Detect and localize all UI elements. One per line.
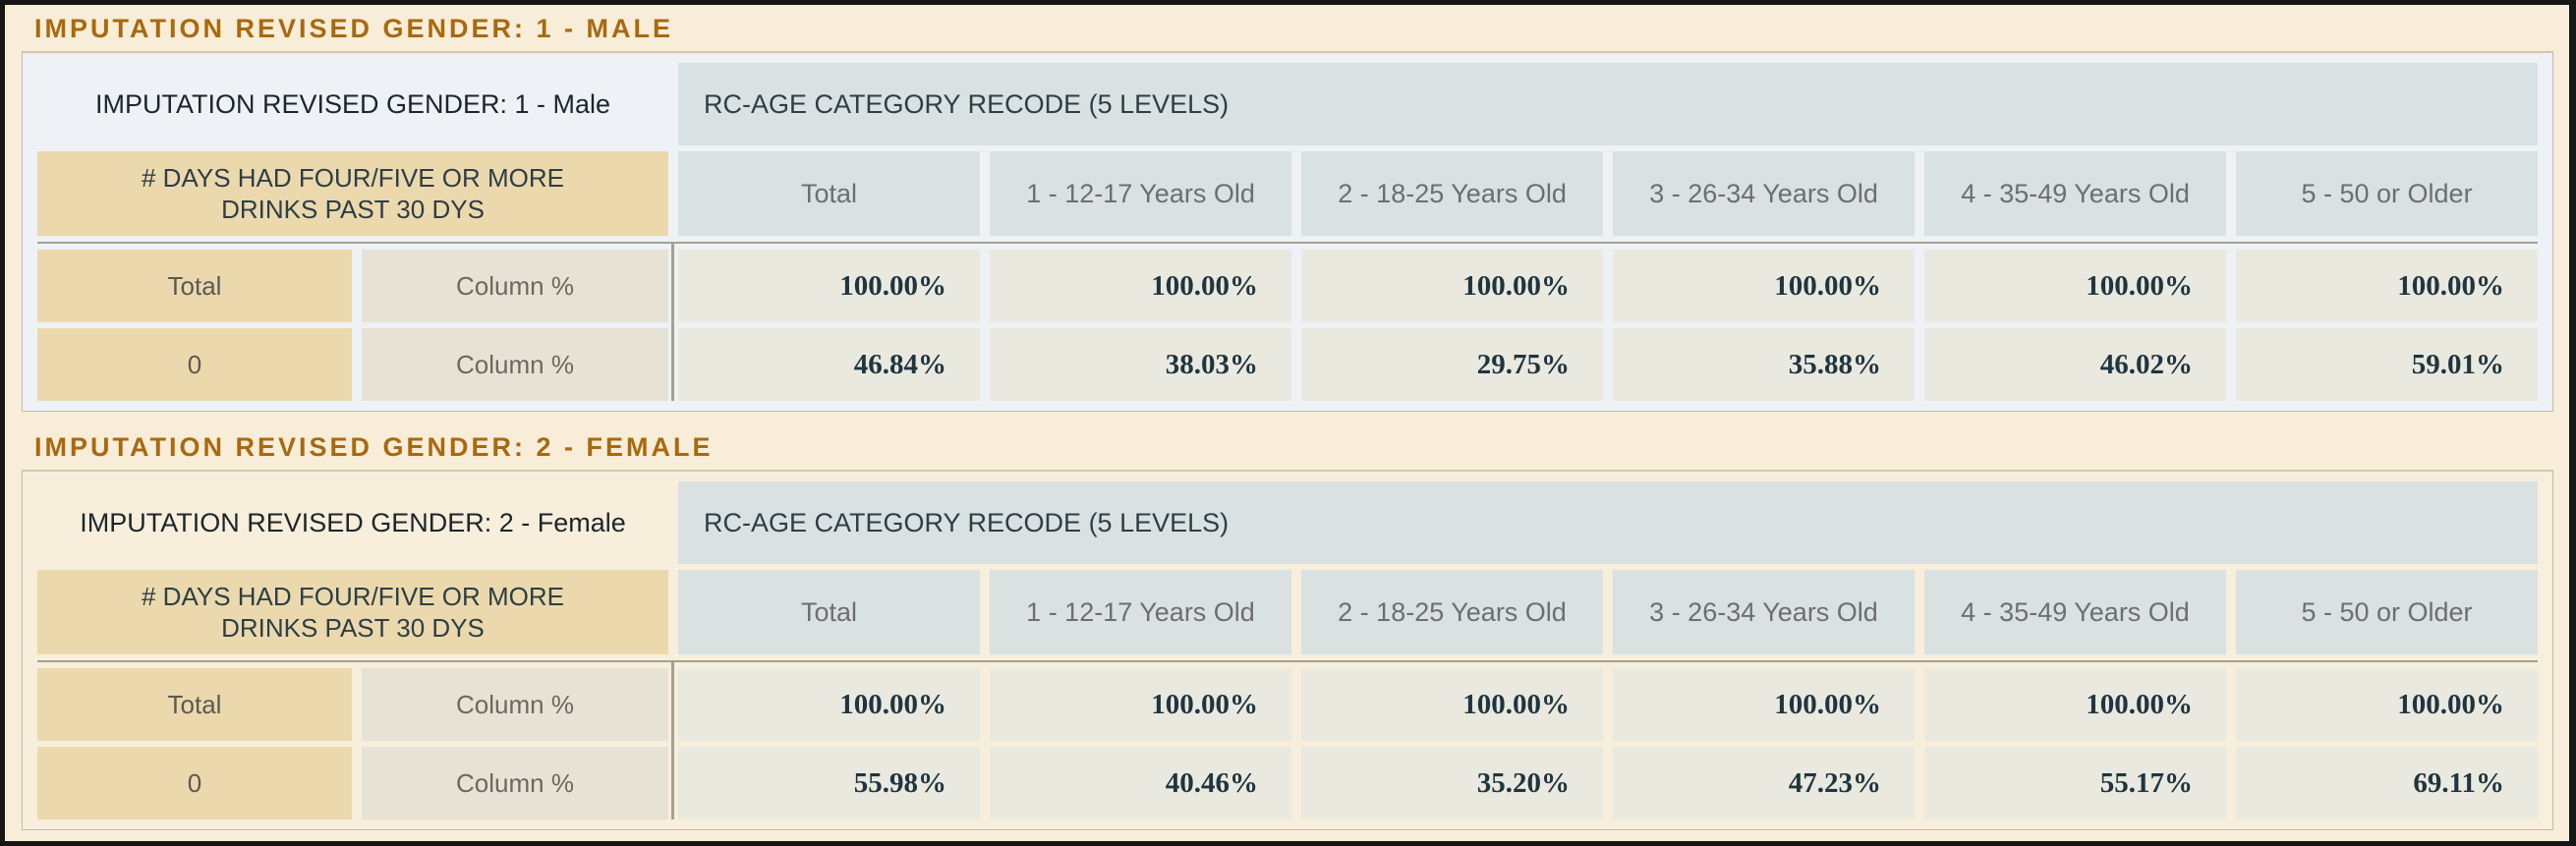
value-cell: 38.03% (990, 328, 1292, 401)
column-header-age2: 2 - 18-25 Years Old (1301, 151, 1604, 236)
column-header-age1: 1 - 12-17 Years Old (990, 570, 1291, 654)
value-cell: 100.00% (1301, 668, 1603, 741)
table-row-0: 0 Column % 55.98% 40.46% 35.20% 47.23% 5… (37, 747, 2539, 819)
crosstab-panel-male: IMPUTATION REVISED GENDER: 1 - Male RC-A… (22, 51, 2553, 412)
column-header-age4: 4 - 35-49 Years Old (1924, 570, 2226, 654)
value-cell: 55.98% (678, 747, 980, 819)
value-cell: 100.00% (1924, 250, 2227, 322)
value-cell: 100.00% (1301, 250, 1604, 322)
stub-variable-label: # DAYS HAD FOUR/FIVE OR MORE DRINKS PAST… (37, 151, 669, 236)
table-row-0: 0 Column % 46.84% 38.03% 29.75% 35.88% 4… (37, 328, 2539, 401)
section-gender-female: IMPUTATION REVISED GENDER: 2 - FEMALE IM… (5, 432, 2569, 830)
section-gender-male: IMPUTATION REVISED GENDER: 1 - MALE IMPU… (5, 14, 2569, 412)
value-cell: 46.02% (1924, 328, 2227, 401)
value-cell: 100.00% (678, 250, 981, 322)
column-header-age3: 3 - 26-34 Years Old (1613, 570, 1915, 654)
column-header-age5: 5 - 50 or Older (2236, 151, 2539, 236)
value-cell: 69.11% (2236, 747, 2539, 819)
column-header-age3: 3 - 26-34 Years Old (1613, 151, 1916, 236)
stat-label-cell: Column % (362, 668, 668, 741)
crosstab-panel-female: IMPUTATION REVISED GENDER: 2 - Female RC… (22, 470, 2553, 830)
column-header-age4: 4 - 35-49 Years Old (1924, 151, 2227, 236)
column-header-age5: 5 - 50 or Older (2236, 570, 2539, 654)
value-cell: 100.00% (1613, 250, 1916, 322)
row-label-cell: 0 (37, 328, 352, 401)
section-heading: IMPUTATION REVISED GENDER: 2 - FEMALE (34, 432, 714, 462)
value-cell: 46.84% (678, 328, 981, 401)
column-header-total: Total (678, 570, 980, 654)
value-cell: 47.23% (1613, 747, 1915, 819)
crosstab-table: IMPUTATION REVISED GENDER: 1 - Male RC-A… (28, 57, 2547, 407)
value-cell: 29.75% (1301, 328, 1604, 401)
value-cell: 40.46% (990, 747, 1291, 819)
value-cell: 100.00% (2236, 250, 2539, 322)
stub-variable-label: # DAYS HAD FOUR/FIVE OR MORE DRINKS PAST… (37, 570, 668, 654)
section-heading: IMPUTATION REVISED GENDER: 1 - MALE (34, 14, 674, 43)
stub-divider-line (671, 242, 674, 401)
column-variable-label: RC-AGE CATEGORY RECODE (5 LEVELS) (678, 63, 2539, 145)
value-cell: 100.00% (990, 250, 1292, 322)
header-rule (37, 660, 2539, 662)
row-variable-label: IMPUTATION REVISED GENDER: 2 - Female (80, 507, 626, 537)
value-cell: 55.17% (1924, 747, 2226, 819)
value-cell: 35.20% (1301, 747, 1603, 819)
column-header-age2: 2 - 18-25 Years Old (1301, 570, 1603, 654)
table-row-total: Total Column % 100.00% 100.00% 100.00% 1… (37, 250, 2539, 322)
stub-divider-line (671, 660, 674, 819)
value-cell: 100.00% (990, 668, 1291, 741)
row-label-cell: Total (37, 250, 352, 322)
table-row-total: Total Column % 100.00% 100.00% 100.00% 1… (37, 668, 2539, 741)
column-header-total: Total (678, 151, 981, 236)
value-cell: 100.00% (1924, 668, 2226, 741)
stat-label-cell: Column % (362, 328, 669, 401)
value-cell: 100.00% (2236, 668, 2539, 741)
value-cell: 100.00% (1613, 668, 1915, 741)
row-label-cell: Total (37, 668, 352, 741)
stat-label-cell: Column % (362, 747, 668, 819)
stat-label-cell: Column % (362, 250, 669, 322)
value-cell: 59.01% (2236, 328, 2539, 401)
row-variable-label: IMPUTATION REVISED GENDER: 1 - Male (94, 88, 611, 119)
value-cell: 35.88% (1613, 328, 1916, 401)
row-label-cell: 0 (37, 747, 352, 819)
header-rule (37, 242, 2539, 244)
column-variable-label: RC-AGE CATEGORY RECODE (5 LEVELS) (678, 481, 2539, 564)
crosstab-table: IMPUTATION REVISED GENDER: 2 - Female RC… (28, 476, 2547, 825)
column-header-age1: 1 - 12-17 Years Old (990, 151, 1292, 236)
value-cell: 100.00% (678, 668, 980, 741)
